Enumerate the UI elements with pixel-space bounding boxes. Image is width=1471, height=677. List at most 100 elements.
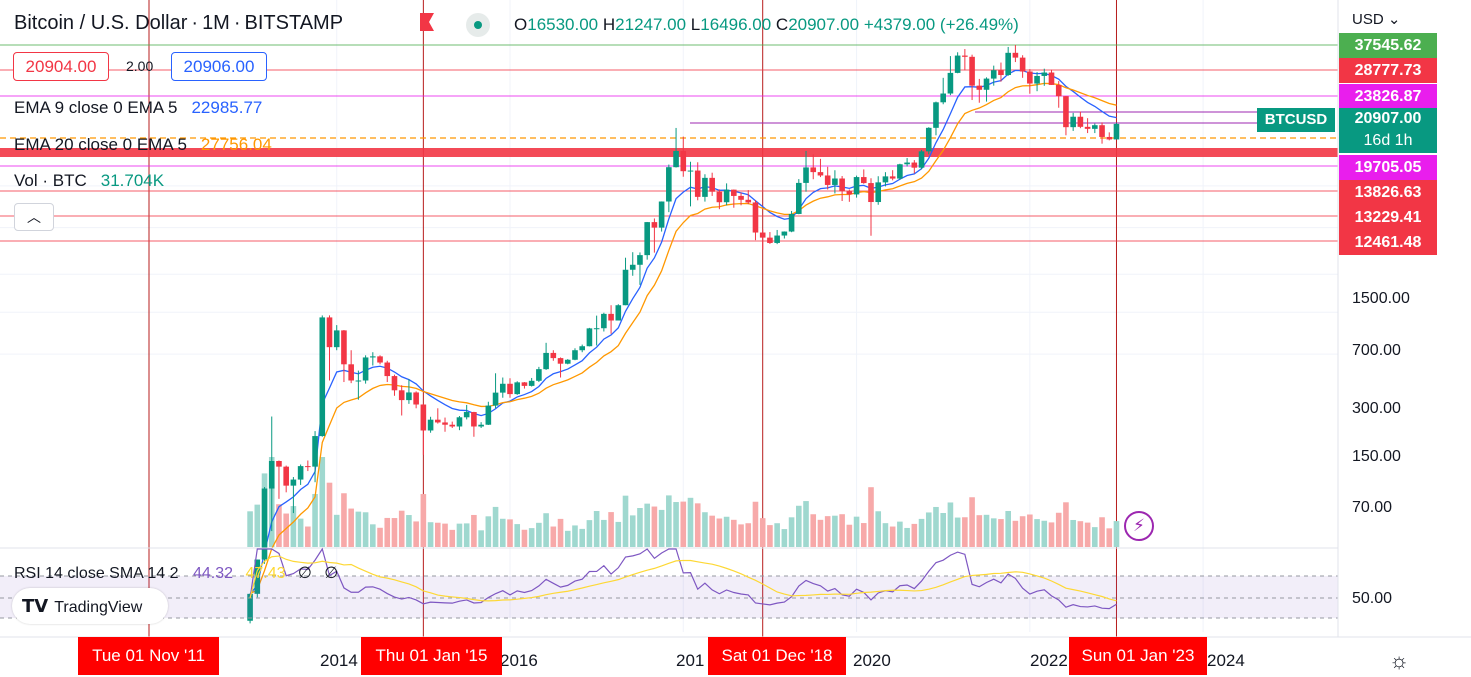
- sell-button[interactable]: 20904.00: [13, 52, 109, 81]
- candle-body: [889, 176, 896, 179]
- symbol-title[interactable]: Bitcoin / U.S. Dollar · 1M · BITSTAMP: [14, 12, 344, 34]
- volume-bar: [853, 516, 860, 547]
- alert-flag-icon[interactable]: [418, 12, 436, 32]
- candle-body: [449, 424, 456, 427]
- candle-body: [377, 356, 383, 363]
- volume-bar: [247, 511, 253, 547]
- candle-body: [781, 231, 788, 236]
- tradingview-mark-icon: 𝗧𝗩: [22, 596, 49, 616]
- volume-bar: [478, 530, 484, 547]
- candle-body: [499, 383, 506, 393]
- rsi-band: [0, 576, 1338, 618]
- candle-body: [348, 364, 354, 381]
- candle-body: [853, 177, 860, 195]
- lightning-icon[interactable]: ⚡: [1124, 511, 1154, 541]
- volume-bar: [969, 497, 975, 547]
- volume-bar: [1092, 527, 1098, 547]
- volume-bar: [362, 512, 369, 547]
- candle-body: [687, 170, 694, 172]
- candle-body: [1106, 136, 1113, 140]
- candle-body: [485, 405, 492, 425]
- volume-bar: [398, 510, 405, 547]
- tradingview-logo[interactable]: 𝗧𝗩 TradingView: [12, 588, 168, 624]
- candle-body: [261, 488, 268, 560]
- candle-body: [875, 182, 882, 203]
- volume-bar: [694, 503, 701, 547]
- volume-bar: [774, 523, 780, 547]
- volume-bar: [384, 517, 391, 547]
- volume-bar: [586, 520, 593, 547]
- rsi-extra-2: ∅: [324, 565, 339, 582]
- candle-body: [666, 167, 672, 202]
- volume-bar: [471, 514, 477, 547]
- candle-body: [1055, 84, 1062, 97]
- volume-bar: [1106, 528, 1113, 547]
- volume-bar: [514, 524, 521, 547]
- candle-body: [810, 167, 817, 173]
- candle-body: [507, 383, 513, 395]
- y-tick-label: 1500.00: [1352, 290, 1410, 307]
- volume-legend[interactable]: Vol · BTC 31.704K: [14, 171, 164, 191]
- price-tag-4: 13826.63: [1339, 180, 1437, 205]
- candle-body: [629, 264, 636, 270]
- ema9-legend[interactable]: EMA 9 close 0 EMA 5 22985.77: [14, 98, 262, 118]
- candle-body: [694, 170, 701, 197]
- volume-bar: [998, 519, 1004, 547]
- currency-selector[interactable]: USD ⌄: [1352, 10, 1400, 28]
- support-band: [0, 148, 1338, 157]
- volume-bar: [297, 518, 304, 547]
- volume-bar: [593, 511, 600, 547]
- volume-bar: [326, 482, 333, 547]
- rsi-legend[interactable]: RSI 14 close SMA 14 2 44.32 47.43 ∅ ∅: [14, 563, 338, 583]
- candle-body: [463, 412, 470, 418]
- volume-bar: [709, 515, 715, 547]
- candle-body: [767, 237, 773, 243]
- volume-bar: [983, 514, 990, 547]
- high-value: 21247.00: [615, 15, 687, 34]
- candle-body: [745, 199, 752, 203]
- candle-body: [976, 85, 983, 90]
- candle-body: [622, 269, 629, 306]
- volume-bar: [1055, 512, 1062, 547]
- volume-bar: [846, 524, 853, 547]
- chevron-down-icon: ⌄: [1387, 11, 1401, 28]
- ema20-value: 27756.04: [200, 135, 272, 154]
- symbol-price-tag: BTCUSD: [1257, 108, 1335, 132]
- market-status-icon[interactable]: [466, 13, 490, 37]
- candle-body: [1034, 75, 1040, 84]
- volume-bar: [254, 504, 261, 547]
- candle-body: [384, 362, 391, 377]
- candle-body: [420, 404, 427, 431]
- date-marker-tag: Sun 01 Jan '23: [1069, 637, 1207, 675]
- volume-bar: [305, 526, 311, 547]
- y-tick-label: 700.00: [1352, 342, 1401, 359]
- volume-bar: [911, 523, 918, 547]
- candle-body: [752, 202, 759, 233]
- price-tag-0: 37545.62: [1339, 33, 1437, 58]
- price-tag-1: 28777.73: [1339, 58, 1437, 83]
- volume-bar: [406, 515, 412, 547]
- ema20-label: EMA 20 close 0 EMA 5: [14, 135, 187, 154]
- settings-gear-icon[interactable]: ☼: [1389, 648, 1410, 673]
- x-tick-label: 2022: [1030, 651, 1068, 670]
- rsi-sma-line: [249, 555, 1117, 602]
- volume-bar: [377, 527, 383, 547]
- buy-button[interactable]: 20906.00: [171, 52, 267, 81]
- candle-body: [947, 72, 954, 94]
- y-tick-label: 150.00: [1352, 448, 1401, 465]
- volume-bar: [673, 502, 679, 547]
- volume-bar: [824, 516, 831, 547]
- volume-bar: [370, 524, 376, 547]
- ema20-legend[interactable]: EMA 20 close 0 EMA 5 27756.04: [14, 135, 272, 155]
- candle-body: [276, 460, 282, 467]
- volume-bar: [290, 506, 297, 547]
- volume-bar: [391, 518, 398, 547]
- last-price: 20907.00: [1354, 110, 1422, 127]
- currency-label: USD: [1352, 11, 1384, 28]
- low-label: L: [690, 15, 701, 34]
- candle-body: [456, 417, 463, 427]
- collapse-legend-button[interactable]: ︿: [14, 203, 54, 231]
- candle-body: [471, 412, 477, 427]
- candle-body: [586, 328, 593, 347]
